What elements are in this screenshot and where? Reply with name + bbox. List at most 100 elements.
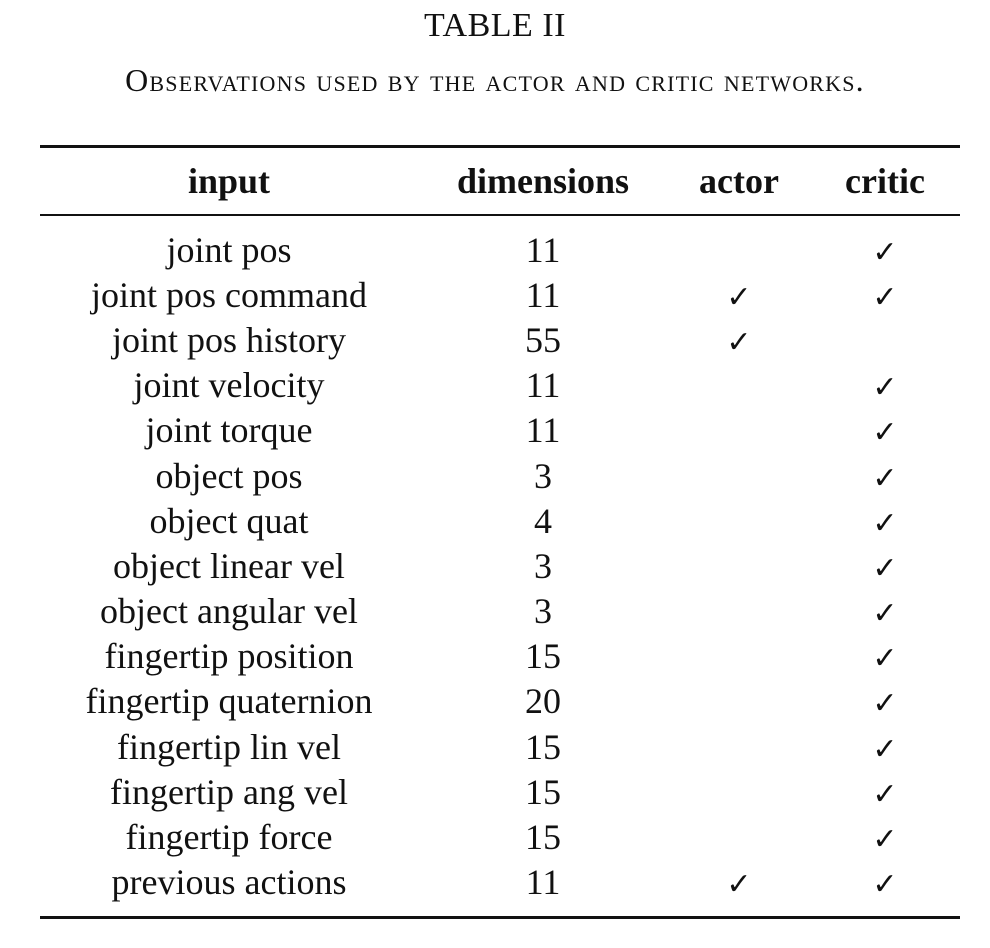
checkmark-icon: ✓: [726, 867, 752, 903]
cell-dimensions: 55: [525, 319, 561, 360]
table-row: fingertip lin vel 15 ✓: [40, 724, 960, 769]
table-row: joint torque 11 ✓: [40, 408, 960, 453]
checkmark-icon: ✓: [872, 370, 898, 406]
column-header-actor: actor: [699, 161, 779, 201]
cell-dimensions: 3: [534, 455, 552, 496]
cell-dimensions: 3: [534, 591, 552, 632]
cell-dimensions: 15: [525, 636, 561, 677]
cell-critic: ✓: [810, 363, 960, 408]
cell-input: joint pos: [166, 229, 292, 270]
column-header-input: input: [187, 161, 271, 201]
cell-critic: ✓: [810, 408, 960, 453]
cell-input: joint pos history: [111, 319, 347, 360]
cell-actor: [668, 814, 810, 859]
header-row: input dimensions actor critic: [40, 148, 960, 214]
cell-input: object quat: [149, 500, 309, 541]
cell-input: previous actions: [111, 862, 347, 903]
cell-actor: ✓: [668, 272, 810, 317]
cell-input: object angular vel: [100, 591, 358, 632]
table-row: object quat 4 ✓: [40, 498, 960, 543]
checkmark-icon: ✓: [872, 550, 898, 586]
cell-critic: ✓: [810, 498, 960, 543]
cell-dimensions: 15: [525, 726, 561, 767]
checkmark-icon: ✓: [872, 641, 898, 677]
cell-dimensions: 11: [525, 862, 561, 903]
checkmark-icon: ✓: [872, 505, 898, 541]
checkmark-icon: ✓: [872, 279, 898, 315]
cell-actor: [668, 543, 810, 588]
checkmark-icon: ✓: [872, 415, 898, 451]
checkmark-icon: ✓: [872, 776, 898, 812]
checkmark-icon: ✓: [726, 324, 752, 360]
cell-dimensions: 15: [525, 817, 561, 858]
cell-actor: [668, 363, 810, 408]
cell-critic: [810, 317, 960, 362]
observations-table: input dimensions actor critic joint pos 1…: [40, 148, 960, 905]
table-row: joint pos command 11 ✓ ✓: [40, 272, 960, 317]
cell-input: fingertip quaternion: [85, 681, 373, 722]
cell-actor: [668, 679, 810, 724]
cell-critic: ✓: [810, 453, 960, 498]
column-header-critic: critic: [845, 161, 925, 201]
checkmark-icon: ✓: [872, 596, 898, 632]
cell-input: fingertip position: [104, 636, 354, 677]
table-row: previous actions 11 ✓ ✓: [40, 860, 960, 905]
cell-dimensions: 11: [525, 274, 561, 315]
checkmark-icon: ✓: [872, 460, 898, 496]
cell-actor: ✓: [668, 317, 810, 362]
cell-critic: ✓: [810, 769, 960, 814]
table-row: joint pos 11 ✓: [40, 227, 960, 272]
table-label: TABLE II: [424, 7, 566, 44]
cell-actor: [668, 408, 810, 453]
cell-critic: ✓: [810, 272, 960, 317]
cell-input: joint pos command: [91, 274, 367, 315]
cell-input: joint torque: [145, 410, 313, 451]
cell-critic: ✓: [810, 860, 960, 905]
cell-critic: ✓: [810, 543, 960, 588]
checkmark-icon: ✓: [872, 686, 898, 722]
cell-input: joint velocity: [133, 365, 325, 406]
cell-dimensions: 11: [525, 365, 561, 406]
table-caption: Observations used by the actor and criti…: [125, 62, 865, 98]
checkmark-icon: ✓: [726, 279, 752, 315]
table-row: joint pos history 55 ✓: [40, 317, 960, 362]
column-header-dimensions: dimensions: [456, 161, 630, 201]
cell-actor: [668, 634, 810, 679]
cell-critic: ✓: [810, 814, 960, 859]
cell-dimensions: 4: [534, 500, 552, 541]
cell-dimensions: 3: [534, 545, 552, 586]
bottom-rule: [40, 916, 960, 919]
table-body: joint pos 11 ✓ joint pos command 11 ✓ ✓ joint p…: [40, 227, 960, 905]
cell-dimensions: 20: [525, 681, 561, 722]
table-row: fingertip force 15 ✓: [40, 814, 960, 859]
cell-actor: ✓: [668, 860, 810, 905]
checkmark-icon: ✓: [872, 822, 898, 858]
cell-input: object pos: [155, 455, 303, 496]
cell-critic: ✓: [810, 227, 960, 272]
cell-actor: [668, 769, 810, 814]
cell-actor: [668, 724, 810, 769]
checkmark-icon: ✓: [872, 731, 898, 767]
table-row: joint velocity 11 ✓: [40, 363, 960, 408]
table-row: fingertip position 15 ✓: [40, 634, 960, 679]
cell-dimensions: 15: [525, 771, 561, 812]
cell-dimensions: 11: [525, 410, 561, 451]
cell-actor: [668, 498, 810, 543]
cell-critic: ✓: [810, 679, 960, 724]
cell-critic: ✓: [810, 589, 960, 634]
cell-input: fingertip ang vel: [110, 771, 348, 812]
cell-input: fingertip force: [125, 817, 333, 858]
header-rule: [40, 214, 960, 216]
cell-critic: ✓: [810, 634, 960, 679]
table-row: object angular vel 3 ✓: [40, 589, 960, 634]
checkmark-icon: ✓: [872, 234, 898, 270]
table-row: object linear vel 3 ✓: [40, 543, 960, 588]
top-rule: [40, 145, 960, 148]
table-row: fingertip ang vel 15 ✓: [40, 769, 960, 814]
cell-actor: [668, 453, 810, 498]
table-row: object pos 3 ✓: [40, 453, 960, 498]
cell-critic: ✓: [810, 724, 960, 769]
cell-input: fingertip lin vel: [117, 726, 341, 767]
cell-actor: [668, 589, 810, 634]
checkmark-icon: ✓: [872, 867, 898, 903]
